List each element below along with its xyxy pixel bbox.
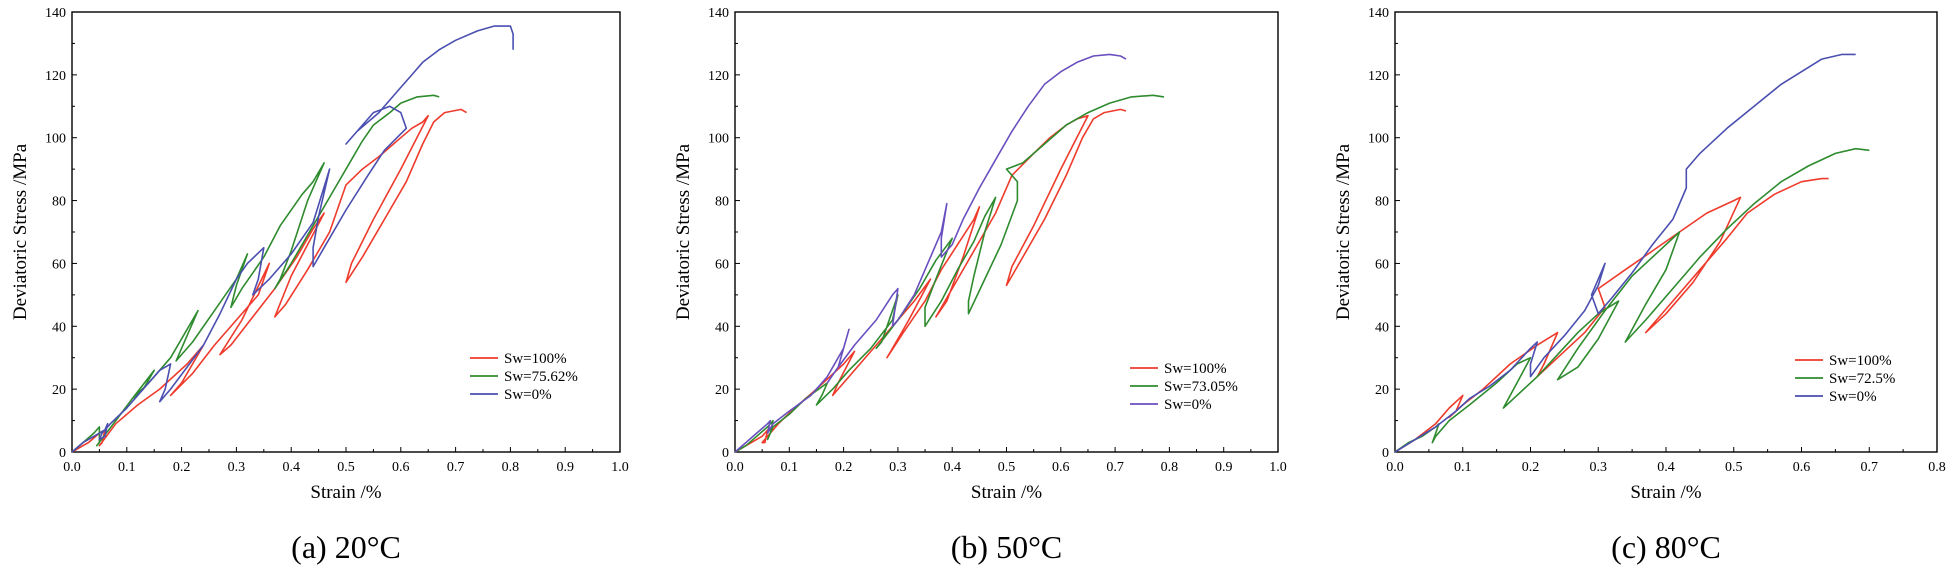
y-tick-label: 40 <box>715 320 729 335</box>
series-line-1 <box>71 108 468 453</box>
legend-label: Sw=0% <box>1164 397 1212 413</box>
y-tick-label: 40 <box>1375 320 1389 335</box>
x-tick-label: 0.8 <box>1161 460 1179 475</box>
y-axis-label: Deviatoric Stress /MPa <box>673 143 694 320</box>
y-tick-label: 140 <box>708 6 729 21</box>
y-tick-label: 60 <box>52 257 66 272</box>
x-tick-label: 0.2 <box>1522 460 1540 475</box>
panel-caption: (b) 50°C <box>951 529 1062 565</box>
x-tick-label: 0.6 <box>392 460 410 475</box>
panel-caption: (a) 20°C <box>291 529 401 565</box>
x-tick-label: 0.7 <box>1861 460 1879 475</box>
x-tick-label: 1.0 <box>1269 460 1287 475</box>
legend-label: Sw=75.62% <box>504 369 578 385</box>
x-tick-label: 0.4 <box>943 460 961 475</box>
x-tick-label: 0.5 <box>1725 460 1743 475</box>
y-tick-label: 20 <box>52 383 66 398</box>
y-tick-label: 120 <box>45 69 66 84</box>
legend-label: Sw=73.05% <box>1164 379 1238 395</box>
y-tick-label: 0 <box>1382 446 1389 461</box>
y-tick-label: 140 <box>1368 6 1389 21</box>
y-tick-label: 120 <box>1368 69 1389 84</box>
series-line-2 <box>71 94 440 453</box>
panel-caption: (c) 80°C <box>1611 529 1721 565</box>
x-tick-label: 0.3 <box>228 460 246 475</box>
y-tick-label: 0 <box>722 446 729 461</box>
x-tick-label: 0.8 <box>1928 460 1946 475</box>
series-line-1 <box>734 108 1127 453</box>
y-tick-label: 120 <box>708 69 729 84</box>
series-line-2 <box>1394 147 1870 453</box>
x-tick-label: 0.1 <box>118 460 136 475</box>
x-tick-label: 0.4 <box>282 460 300 475</box>
legend-label: Sw=100% <box>1164 361 1227 377</box>
y-tick-label: 20 <box>715 383 729 398</box>
x-tick-label: 0.7 <box>1106 460 1124 475</box>
x-tick-label: 0.6 <box>1052 460 1070 475</box>
legend-label: Sw=72.5% <box>1829 371 1895 387</box>
series-line-3 <box>71 25 514 453</box>
x-tick-label: 0.9 <box>1215 460 1233 475</box>
y-tick-label: 100 <box>45 132 66 147</box>
x-tick-label: 0.6 <box>1793 460 1811 475</box>
y-tick-label: 140 <box>45 6 66 21</box>
x-tick-label: 0.2 <box>173 460 191 475</box>
x-tick-label: 1.0 <box>611 460 629 475</box>
series-line-3 <box>734 53 1127 453</box>
chart-panel-3: 0.0 0.1 0.2 0.3 0.4 0.5 0.6 0.7 0.8 0 20 40 60 80 100 1… <box>1333 6 1946 565</box>
x-tick-label: 0.7 <box>447 460 465 475</box>
y-tick-label: 60 <box>1375 257 1389 272</box>
legend-label: Sw=100% <box>1829 353 1892 369</box>
x-tick-label: 0.1 <box>1454 460 1472 475</box>
x-tick-label: 0.3 <box>1590 460 1608 475</box>
x-tick-label: 0.8 <box>502 460 520 475</box>
x-tick-label: 0.2 <box>835 460 853 475</box>
plot-frame <box>71 11 621 453</box>
x-tick-label: 0.5 <box>998 460 1016 475</box>
chart-panel-2: 0.0 0.1 0.2 0.3 0.4 0.5 0.6 0.7 0.8 0.9 1.0 0 20 40 60… <box>673 6 1287 565</box>
y-tick-label: 60 <box>715 257 729 272</box>
chart-panel-1: 0.0 0.1 0.2 0.3 0.4 0.5 0.6 0.7 0.8 0.9 1.0 0 20 40 60… <box>10 6 629 565</box>
y-tick-label: 80 <box>1375 195 1389 210</box>
x-tick-label: 0.5 <box>337 460 355 475</box>
y-tick-label: 100 <box>708 132 729 147</box>
x-axis-label: Strain /% <box>971 482 1042 503</box>
y-tick-label: 80 <box>52 195 66 210</box>
x-axis-label: Strain /% <box>1630 482 1701 503</box>
legend-label: Sw=0% <box>1829 389 1877 405</box>
legend-label: Sw=100% <box>504 351 567 367</box>
y-axis-label: Deviatoric Stress /MPa <box>1333 143 1354 320</box>
y-tick-label: 40 <box>52 320 66 335</box>
legend-label: Sw=0% <box>504 387 552 403</box>
y-axis-label: Deviatoric Stress /MPa <box>10 143 31 320</box>
series-line-2 <box>734 94 1165 453</box>
series-line-3 <box>1394 53 1856 453</box>
x-tick-label: 0.1 <box>781 460 799 475</box>
x-tick-label: 0.0 <box>1386 460 1404 475</box>
x-tick-label: 0.0 <box>63 460 81 475</box>
y-tick-label: 0 <box>59 446 66 461</box>
y-tick-label: 20 <box>1375 383 1389 398</box>
x-tick-label: 0.3 <box>889 460 907 475</box>
x-tick-label: 0.4 <box>1657 460 1675 475</box>
x-axis-label: Strain /% <box>310 482 381 503</box>
y-tick-label: 100 <box>1368 132 1389 147</box>
x-tick-label: 0.9 <box>556 460 574 475</box>
x-tick-label: 0.0 <box>726 460 744 475</box>
y-tick-label: 80 <box>715 195 729 210</box>
